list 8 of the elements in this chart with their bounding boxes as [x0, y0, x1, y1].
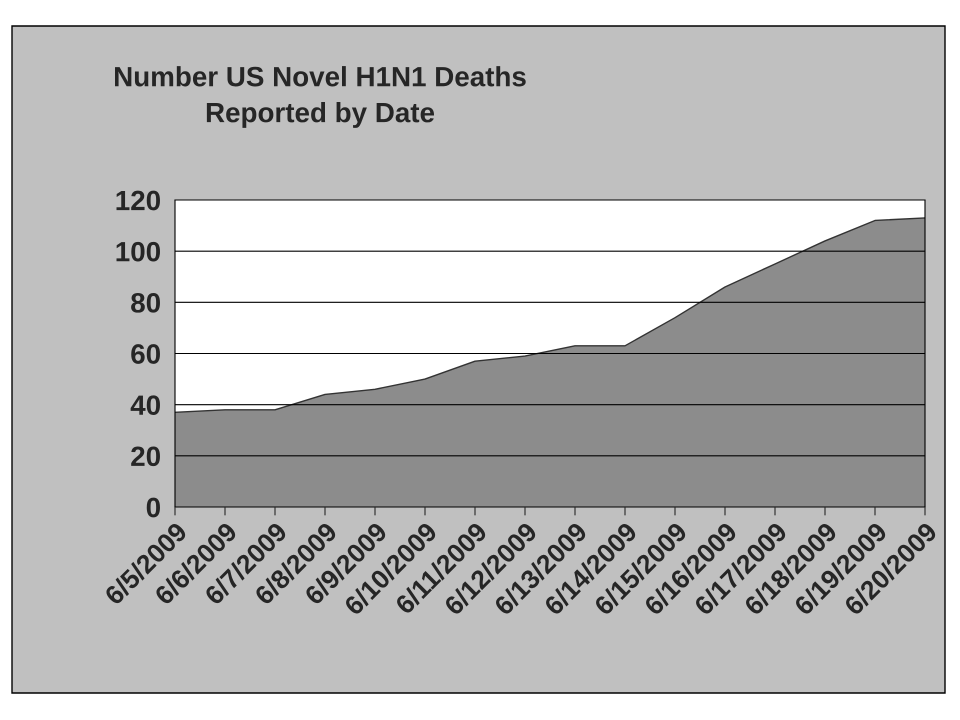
chart-title: Number US Novel H1N1 Deaths Reported by Date — [115, 66, 526, 128]
y-tick-label: 40 — [130, 395, 160, 416]
y-tick-label: 60 — [131, 344, 160, 364]
y-tick-label: 0 — [146, 498, 160, 518]
y-tick-label: 100 — [116, 242, 160, 262]
y-tick-label: 80 — [131, 293, 160, 313]
y-tick-label: 120 — [116, 190, 160, 210]
y-tick-label: 20 — [131, 446, 160, 466]
